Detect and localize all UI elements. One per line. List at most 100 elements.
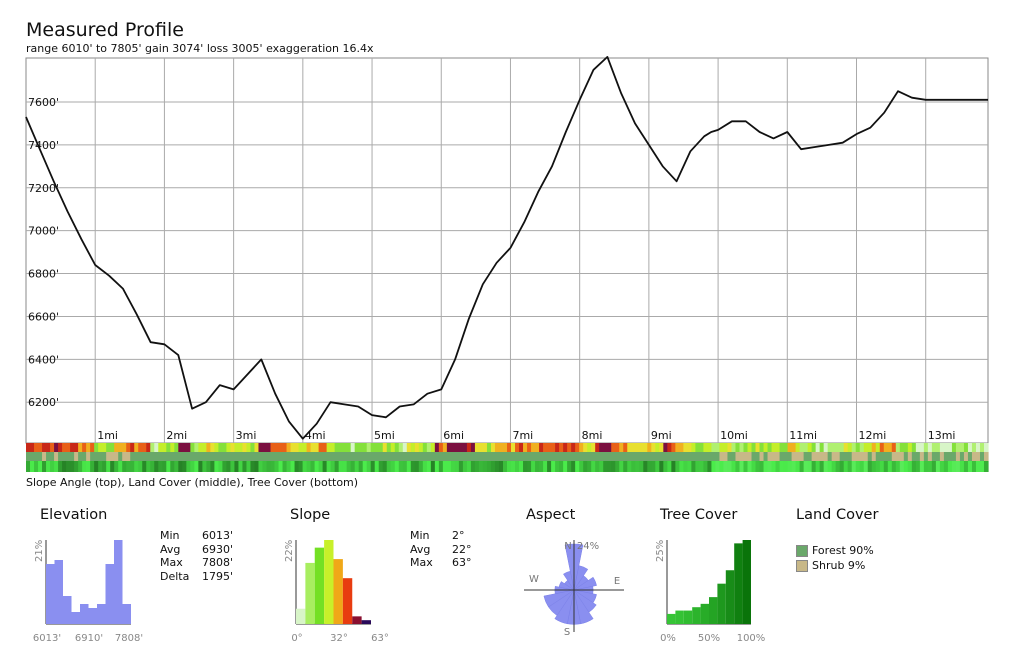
slope-strip-cell xyxy=(619,443,624,452)
land-strip-cell xyxy=(278,452,284,461)
slope-strip-cell xyxy=(430,443,436,452)
slope-strip-cell xyxy=(274,443,280,452)
slope-strip-cell xyxy=(963,443,969,452)
slope-strip-cell xyxy=(647,443,652,452)
land-strip-cell xyxy=(502,452,508,461)
slope-strip-cell xyxy=(611,443,616,452)
slope-strip-cell xyxy=(955,443,961,452)
slope-strip-cell xyxy=(286,443,292,452)
slope-strip-cell xyxy=(202,443,207,452)
slope-strip-cell xyxy=(807,443,813,452)
land-strip-cell xyxy=(539,452,544,461)
slope-strip-cell xyxy=(659,443,664,452)
slope-strip-cell xyxy=(66,443,71,452)
land-strip-cell xyxy=(434,452,440,461)
tree-strip-cell xyxy=(527,461,532,472)
slope-strip-cell xyxy=(783,443,789,452)
land-strip-cell xyxy=(855,452,861,461)
slope-strip-cell xyxy=(362,443,368,452)
histogram-bar xyxy=(683,610,693,624)
land-strip-cell xyxy=(751,452,757,461)
land-strip-cell xyxy=(50,452,55,461)
y-tick-label: 7200' xyxy=(28,182,59,195)
land-strip-cell xyxy=(687,452,692,461)
land-strip-cell xyxy=(631,452,636,461)
tree-strip-cell xyxy=(54,461,59,472)
land-strip-cell xyxy=(234,452,240,461)
slope-strip-cell xyxy=(943,443,949,452)
tree-strip-cell xyxy=(687,461,692,472)
land-strip-cell xyxy=(110,452,115,461)
y-tick-label: 7600' xyxy=(28,96,59,109)
tree-strip-cell xyxy=(631,461,636,472)
slope-strip-cell xyxy=(474,443,480,452)
slope-strip-cell xyxy=(322,443,328,452)
land-strip-cell xyxy=(206,452,211,461)
histogram-bar xyxy=(667,613,676,624)
land-strip-cell xyxy=(350,452,356,461)
slope-strip-cell xyxy=(386,443,392,452)
tree-strip-cell xyxy=(887,461,893,472)
elevation-profile-chart[interactable]: 6200' 6400' 6600' 6800' 7000' 7200' 7400' 7600'… xyxy=(0,0,1024,500)
slope-strip-cell xyxy=(190,443,195,452)
slope-strip-cell xyxy=(559,443,564,452)
land-strip-cell xyxy=(683,452,688,461)
land-strip-cell xyxy=(663,452,668,461)
stat-label: Max xyxy=(410,556,433,569)
x-tick-label: 4mi xyxy=(305,429,326,442)
tree-strip-cell xyxy=(699,461,705,472)
slope-strip-cell xyxy=(671,443,676,452)
land-strip-cell xyxy=(398,452,404,461)
land-strip-cell xyxy=(903,452,909,461)
slope-strip-cell xyxy=(262,443,268,452)
slope-strip-cell xyxy=(907,443,913,452)
tree-strip-cell xyxy=(739,461,745,472)
stat-row: Min 6013' xyxy=(160,529,233,543)
land-strip-cell xyxy=(478,452,484,461)
land-strip-cell xyxy=(823,452,829,461)
tree-strip-cell xyxy=(306,461,312,472)
tree-strip-cell xyxy=(138,461,143,472)
land-strip-cell xyxy=(142,452,147,461)
tree-strip-cell xyxy=(374,461,380,472)
tree-strip-cell xyxy=(831,461,837,472)
slope-strip-cell xyxy=(947,443,953,452)
histogram-bar xyxy=(742,540,751,624)
land-strip-cell xyxy=(651,452,656,461)
slope-strip-cell xyxy=(699,443,705,452)
tree-strip-cell xyxy=(234,461,240,472)
histogram-bar xyxy=(314,547,325,624)
tree-strip-cell xyxy=(931,461,937,472)
land-strip-cell xyxy=(935,452,941,461)
stat-row: Max 7808' xyxy=(160,556,233,570)
land-strip-cell xyxy=(591,452,596,461)
tree-strip-cell xyxy=(354,461,360,472)
land-strip-cell xyxy=(410,452,416,461)
tree-strip-cell xyxy=(583,461,588,472)
slope-strip-cell xyxy=(134,443,139,452)
tree-strip-cell xyxy=(130,461,135,472)
histogram-bar xyxy=(352,616,362,624)
land-strip-cell xyxy=(883,452,889,461)
land-strip-cell xyxy=(318,452,324,461)
land-strip-cell xyxy=(102,452,107,461)
tree-strip-cell xyxy=(66,461,71,472)
land-strip-cell xyxy=(867,452,873,461)
histogram-bar xyxy=(709,597,718,624)
slope-strip-cell xyxy=(62,443,67,452)
land-strip-cell xyxy=(418,452,424,461)
slope-strip-cell xyxy=(194,443,199,452)
slope-strip-cell xyxy=(767,443,773,452)
slope-strip-cell xyxy=(983,443,989,452)
slope-strip-cell xyxy=(903,443,909,452)
tree-strip-cell xyxy=(639,461,644,472)
tree-strip-cell xyxy=(222,461,228,472)
slope-strip-cell xyxy=(763,443,769,452)
slope-strip-cell xyxy=(623,443,628,452)
tree-strip-cell xyxy=(659,461,664,472)
tree-strip-cell xyxy=(507,461,512,472)
land-strip-cell xyxy=(118,452,123,461)
tree-strip-cell xyxy=(543,461,548,472)
slope-strip-cell xyxy=(374,443,380,452)
